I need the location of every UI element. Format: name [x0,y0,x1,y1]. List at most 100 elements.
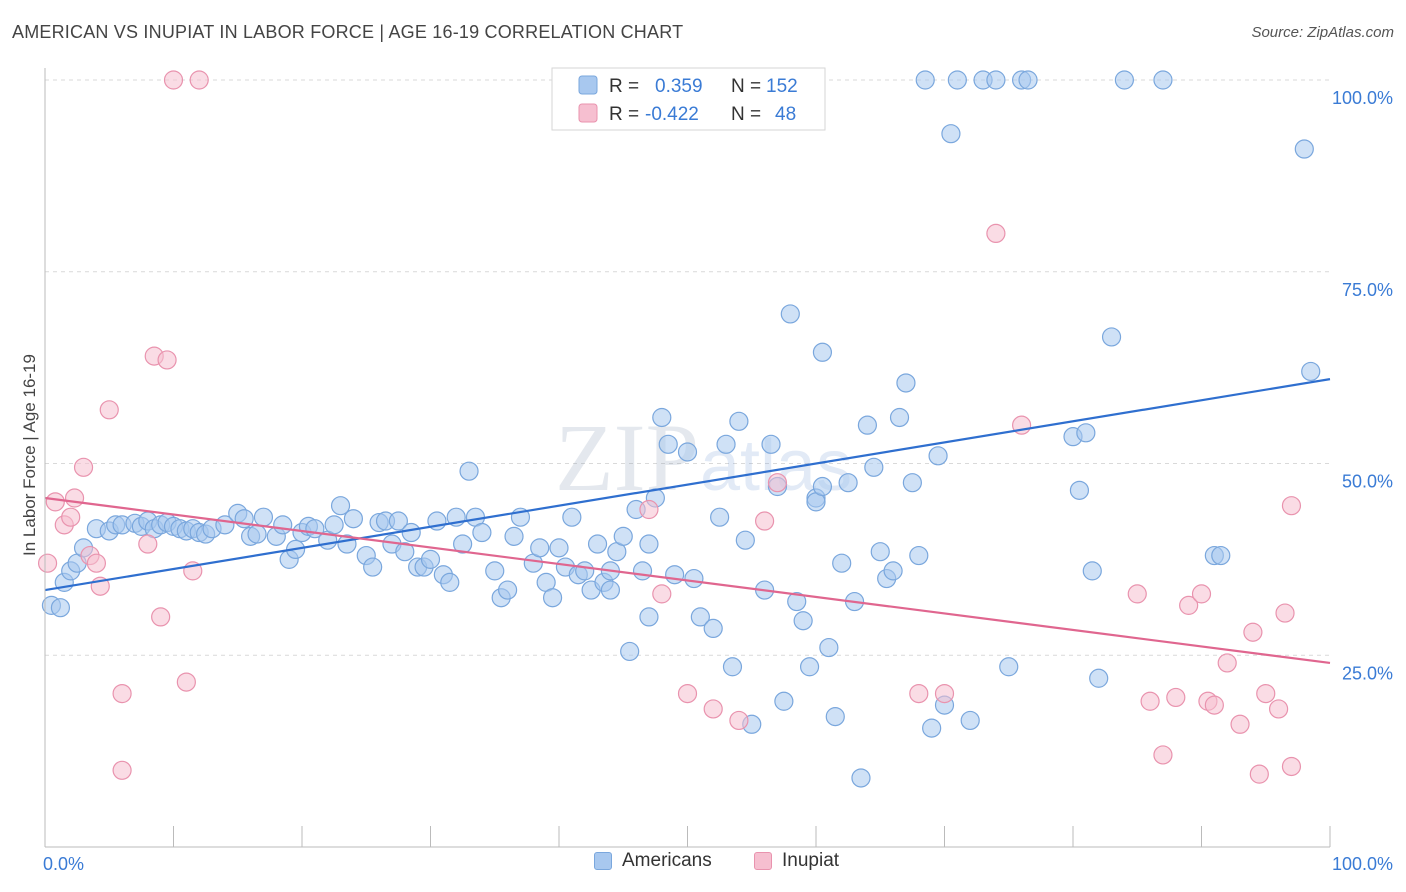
americans-point [1101,327,1122,347]
americans-point [832,553,852,573]
americans-point [729,411,749,431]
americans-point [677,442,698,462]
inupiat-point [1179,595,1199,615]
inupiat-point [99,400,119,420]
americans-point [999,657,1019,677]
americans-point [420,549,441,569]
americans-point [639,534,659,554]
inupiat-point [909,683,929,704]
inupiat-point [1166,687,1186,708]
americans-point [883,561,903,581]
inupiat-r-label: R = [609,104,639,125]
americans-point [549,538,569,558]
y-tick-label: 50.0% [1342,472,1393,492]
americans-point [485,561,505,581]
americans-point [652,407,672,428]
americans-point [395,542,415,562]
americans-point [324,515,344,535]
americans-point [50,598,71,618]
inupiat-point [112,683,132,704]
inupiat-point [1275,603,1295,623]
inupiat-point [189,70,209,90]
americans-point [1069,480,1090,500]
inupiat-point [73,457,94,477]
inupiat-n-value: 48 [775,104,796,125]
americans-point [909,545,929,566]
inupiat-point [1230,714,1250,734]
americans-point [941,124,961,144]
americans-point [851,768,871,788]
legend-americans-swatch [594,852,612,870]
americans-n-label: N = [731,76,761,97]
americans-point [600,580,621,600]
inupiat-point [1281,756,1302,777]
americans-point [915,70,935,90]
inupiat-point [163,70,184,90]
americans-point [1301,361,1321,382]
trend-layer [44,378,1331,665]
americans-point [253,507,274,527]
americans-point [780,304,800,324]
y-tick-label: 25.0% [1342,663,1393,683]
inupiat-point [767,473,788,493]
stats-legend: R = 0.359 N = 152 R = -0.422 N = 48 [551,67,826,131]
inupiat-point [1256,683,1276,704]
americans-point [498,580,518,600]
americans-point [774,691,794,711]
americans-point [787,591,807,612]
americans-point [440,572,460,592]
americans-point [504,526,524,546]
inupiat-point [1140,691,1160,711]
americans-point [343,509,363,529]
inupiat-point [729,710,749,731]
x-tick-label-min: 0.0% [43,854,84,874]
americans-point [632,561,653,581]
inupiat-point [86,553,107,573]
americans-point [401,522,421,543]
americans-point [812,342,833,362]
americans-point [247,524,267,544]
inupiat-point [64,488,85,508]
americans-point [825,707,845,727]
americans-point [857,415,878,435]
chart-title: AMERICAN VS INUPIAT IN LABOR FORCE | AGE… [12,22,684,42]
axis-layer: 25.0% 50.0% 75.0% 100.0% 0.0% 100.0% [43,68,1393,874]
inupiat-point [1281,496,1302,516]
americans-point [453,534,473,554]
americans-point [542,588,563,608]
inupiat-point [1127,584,1147,604]
inupiat-point [1153,745,1173,765]
americans-point [1153,70,1173,90]
y-tick-label: 75.0% [1342,280,1393,300]
inupiat-point [45,492,65,512]
americans-point [330,496,351,516]
chart-source: Source: ZipAtlas.com [1251,24,1394,41]
inupiat-point [37,553,58,573]
americans-point [472,522,492,543]
legend-inupiat-label: Inupiat [782,850,840,871]
americans-r-value: 0.359 [655,76,703,97]
americans-point [716,434,736,454]
americans-point [639,607,659,627]
legend-item-americans: Americans [594,850,712,872]
americans-point [793,611,813,631]
americans-point [960,710,980,731]
americans-point [363,557,383,577]
americans-point [870,542,890,562]
inupiat-n-label: N = [731,104,761,125]
inupiat-swatch [578,103,598,123]
americans-r-label: R = [609,76,639,97]
stats-legend-box [551,67,826,131]
americans-point [620,641,640,662]
americans-point [710,507,730,527]
americans-swatch [578,75,598,95]
americans-point [459,461,479,481]
legend-item-inupiat: Inupiat [754,850,839,872]
americans-point [388,511,408,531]
americans-n-value: 152 [766,76,798,97]
americans-point [1018,70,1038,90]
americans-point [902,473,922,493]
americans-point [1114,70,1135,90]
americans-point [947,70,967,90]
